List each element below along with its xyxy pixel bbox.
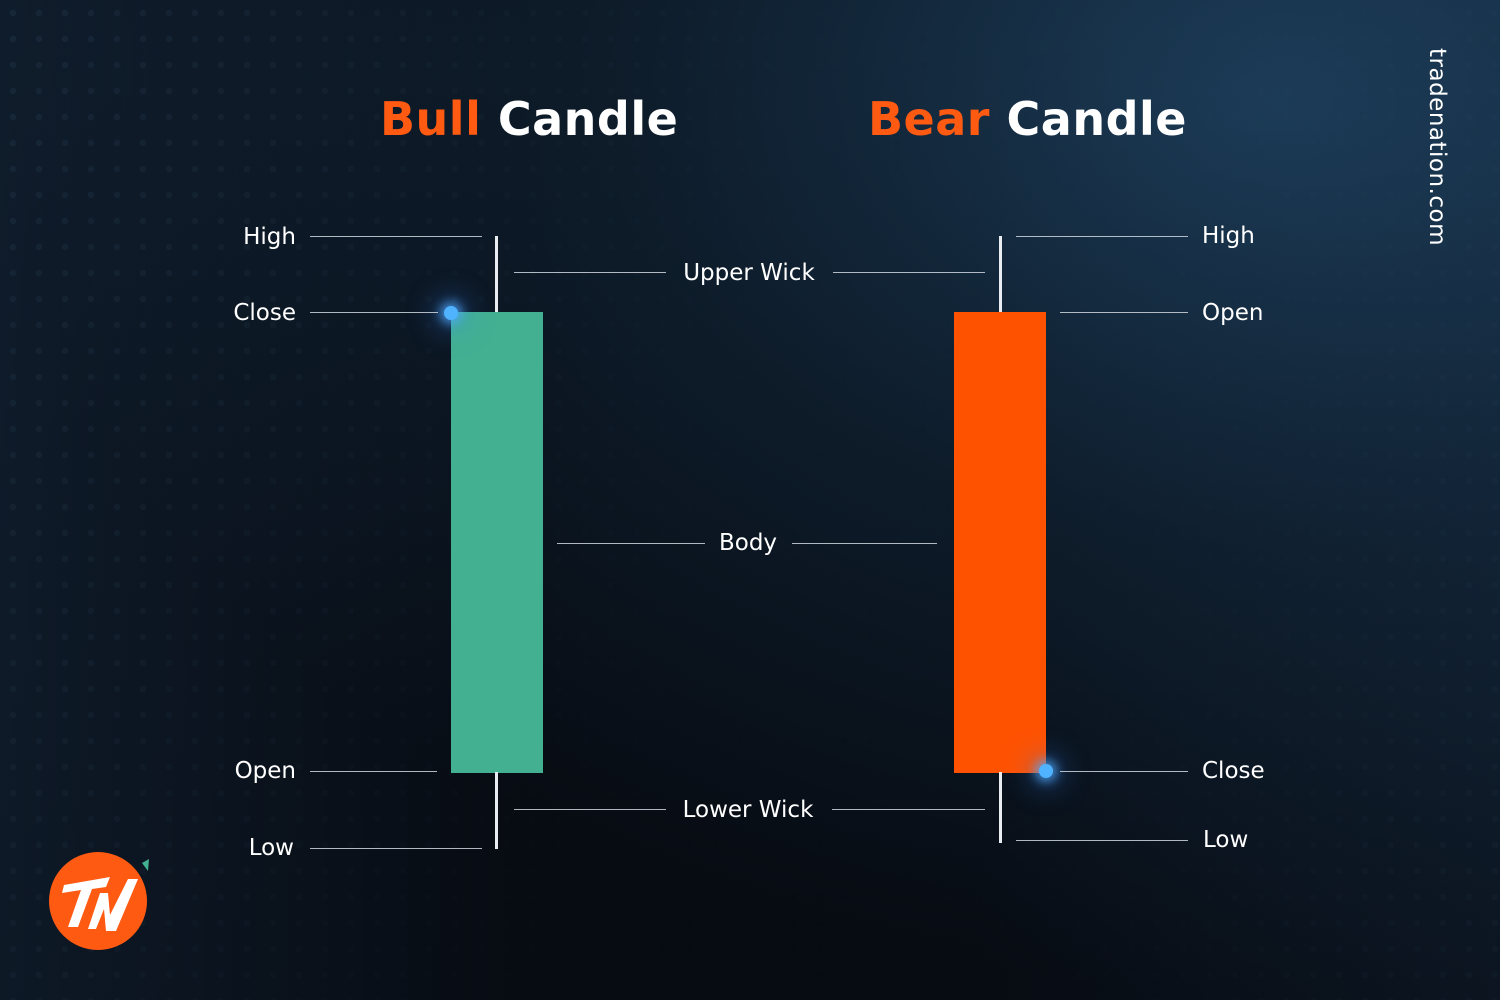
bear-open-label: Open	[1202, 300, 1264, 326]
bear-low-line	[1016, 840, 1188, 841]
bear-title-accent: Bear	[868, 92, 990, 146]
bear-close-line	[1060, 771, 1188, 772]
bull-open-label: Open	[234, 758, 296, 784]
bull-candle-body	[451, 312, 543, 773]
upper-wick-line-left	[514, 272, 666, 273]
bull-close-label: Close	[233, 300, 296, 326]
bull-high-line	[310, 236, 482, 237]
bull-close-glow	[444, 306, 458, 320]
bull-high-label: High	[243, 224, 296, 250]
bear-candle-title: Bear Candle	[868, 92, 1187, 146]
tradenation-logo-icon	[49, 852, 149, 950]
bear-open-line	[1060, 312, 1188, 313]
upper-wick-label: Upper Wick	[683, 260, 815, 286]
bear-close-label: Close	[1202, 758, 1265, 784]
bull-candle-title: Bull Candle	[380, 92, 678, 146]
upper-wick-line-right	[833, 272, 985, 273]
lower-wick-line-right	[832, 809, 985, 810]
bull-title-accent: Bull	[380, 92, 482, 146]
bear-low-label: Low	[1203, 827, 1249, 853]
bull-upper-wick	[495, 236, 498, 314]
body-line-left	[557, 543, 705, 544]
lower-wick-line-left	[514, 809, 666, 810]
bull-close-line	[310, 312, 438, 313]
bear-candle-body	[954, 312, 1046, 773]
bear-high-label: High	[1202, 223, 1255, 249]
bull-lower-wick	[495, 772, 498, 849]
lower-wick-label: Lower Wick	[682, 797, 814, 823]
body-line-right	[792, 543, 937, 544]
bull-low-label: Low	[248, 835, 294, 861]
bull-low-line	[310, 848, 482, 849]
bear-high-line	[1016, 236, 1188, 237]
body-label: Body	[718, 530, 778, 556]
brand-website: tradenation.com	[1424, 48, 1450, 246]
bear-lower-wick	[999, 772, 1002, 843]
bear-close-glow	[1039, 764, 1053, 778]
bull-title-rest: Candle	[481, 92, 679, 146]
bear-upper-wick	[999, 236, 1002, 314]
bull-open-line	[310, 771, 437, 772]
bear-title-rest: Candle	[990, 92, 1187, 146]
